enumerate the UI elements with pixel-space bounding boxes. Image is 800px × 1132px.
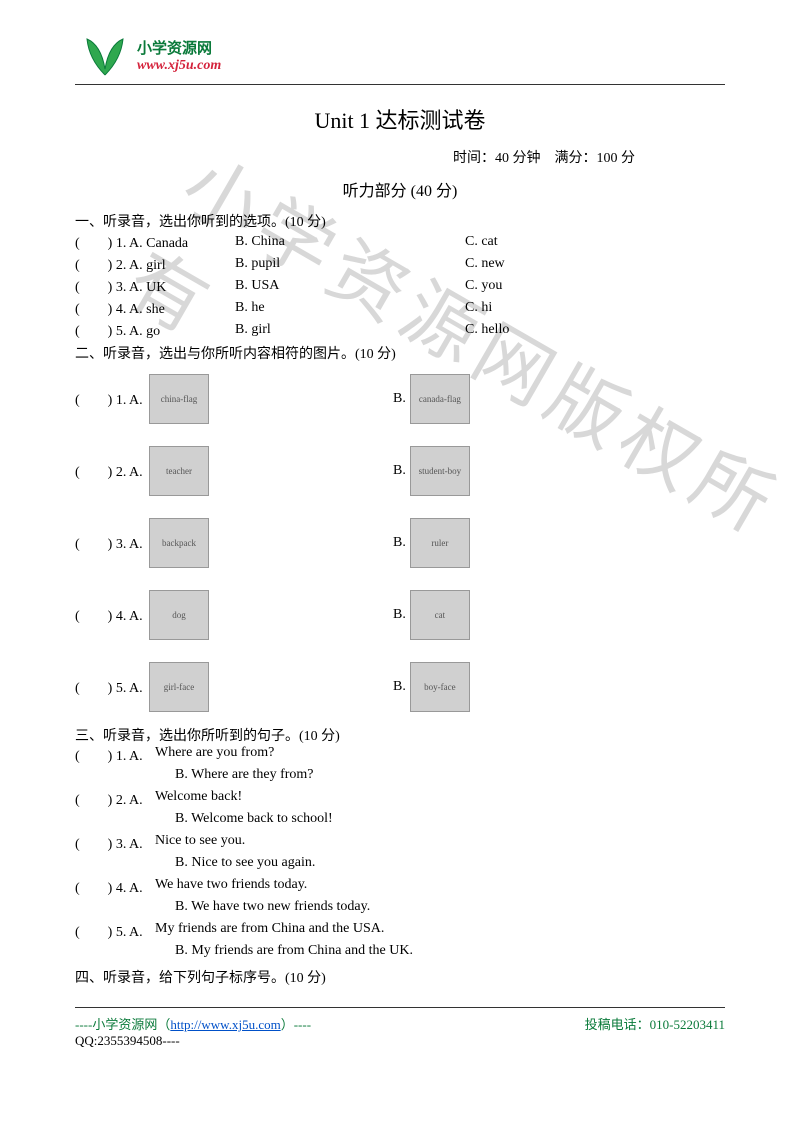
option-a: ( ) 1. A. Canada: [75, 232, 235, 252]
backpack-icon: backpack: [149, 518, 209, 568]
sentence-row-a: ( ) 3. A.Nice to see you.: [75, 833, 725, 855]
sentence-row-b: B. We have two new friends today.: [75, 899, 725, 921]
section-3-list: ( ) 1. A.Where are you from?B. Where are…: [75, 745, 725, 965]
question-row: ( ) 5. A. goB. girlC. hello: [75, 319, 725, 341]
footer-prefix: ----小学资源网（: [75, 1017, 170, 1032]
option-b: B. girl: [235, 322, 465, 338]
section-2-list: ( ) 1. A.china-flagB.canada-flag( ) 2. A…: [75, 363, 725, 723]
sentence-num: ( ) 2. A.: [75, 789, 155, 811]
label-a: ( ) 5. A.: [75, 677, 145, 697]
sentence-row-b: B. Nice to see you again.: [75, 855, 725, 877]
page-footer: ----小学资源网（http://www.xj5u.com）---- 投稿电话：…: [75, 1007, 725, 1033]
question-row: ( ) 2. A. girlB. pupilC. new: [75, 253, 725, 275]
cat-icon: cat: [410, 590, 470, 640]
girl-face-icon: girl-face: [149, 662, 209, 712]
question-row: ( ) 4. A. sheB. heC. hi: [75, 297, 725, 319]
option-b: B. pupil: [235, 256, 465, 272]
page-title: Unit 1 达标测试卷: [75, 103, 725, 135]
dog-icon: dog: [149, 590, 209, 640]
option-b: B. USA: [235, 278, 465, 294]
sentence-row-a: ( ) 4. A.We have two friends today.: [75, 877, 725, 899]
leaf-logo-icon: [75, 30, 135, 80]
boy-face-icon: boy-face: [410, 662, 470, 712]
option-a: ( ) 3. A. UK: [75, 276, 235, 296]
canada-flag-icon: canada-flag: [410, 374, 470, 424]
question-row: ( ) 1. A. CanadaB. ChinaC. cat: [75, 231, 725, 253]
sentence-a: Welcome back!: [155, 789, 242, 811]
option-b: B. he: [235, 300, 465, 316]
ruler-icon: ruler: [410, 518, 470, 568]
sentence-a: Where are you from?: [155, 745, 274, 767]
label-b: B.: [393, 391, 406, 407]
label-a: ( ) 1. A.: [75, 389, 145, 409]
sentence-row-b: B. Where are they from?: [75, 767, 725, 789]
footer-phone: 投稿电话：010-52203411: [585, 1014, 725, 1033]
image-question-row: ( ) 5. A.girl-face B.boy-face: [75, 651, 725, 723]
image-question-row: ( ) 4. A.dog B.cat: [75, 579, 725, 651]
section-2-title: 二、听录音，选出与你所听内容相符的图片。(10 分): [75, 343, 725, 363]
label-a: ( ) 4. A.: [75, 605, 145, 625]
sentence-a: Nice to see you.: [155, 833, 245, 855]
sentence-num: ( ) 4. A.: [75, 877, 155, 899]
option-c: C. cat: [465, 234, 498, 250]
section-1-list: ( ) 1. A. CanadaB. ChinaC. cat( ) 2. A. …: [75, 231, 725, 341]
image-question-row: ( ) 3. A.backpack B.ruler: [75, 507, 725, 579]
option-a: ( ) 4. A. she: [75, 298, 235, 318]
footer-link[interactable]: http://www.xj5u.com: [170, 1017, 280, 1032]
header-url: www.xj5u.com: [137, 58, 221, 74]
label-b: B.: [393, 679, 406, 695]
sentence-row-b: B. My friends are from China and the UK.: [75, 943, 725, 965]
student-boy-icon: student-boy: [410, 446, 470, 496]
sentence-a: We have two friends today.: [155, 877, 307, 899]
option-c: C. hello: [465, 322, 509, 338]
image-question-row: ( ) 2. A.teacher B.student-boy: [75, 435, 725, 507]
option-c: C. hi: [465, 300, 492, 316]
option-a: ( ) 2. A. girl: [75, 254, 235, 274]
sentence-num: ( ) 3. A.: [75, 833, 155, 855]
section-4-title: 四、听录音，给下列句子标序号。(10 分): [75, 967, 725, 987]
listening-heading: 听力部分 (40 分): [75, 177, 725, 201]
section-3-title: 三、听录音，选出你所听到的句子。(10 分): [75, 725, 725, 745]
page-header: 小学资源网 www.xj5u.com: [75, 30, 725, 85]
option-b: B. China: [235, 234, 465, 250]
sentence-row-a: ( ) 1. A.Where are you from?: [75, 745, 725, 767]
footer-left: ----小学资源网（http://www.xj5u.com）----: [75, 1014, 311, 1033]
exam-meta: 时间：40 分钟 满分：100 分: [75, 147, 725, 167]
image-question-row: ( ) 1. A.china-flag B.canada-flag: [75, 363, 725, 435]
sentence-num: ( ) 1. A.: [75, 745, 155, 767]
sentence-row-b: B. Welcome back to school!: [75, 811, 725, 833]
china-flag-icon: china-flag: [149, 374, 209, 424]
footer-suffix: ）----: [281, 1017, 311, 1032]
label-a: ( ) 3. A.: [75, 533, 145, 553]
label-b: B.: [393, 463, 406, 479]
label-a: ( ) 2. A.: [75, 461, 145, 481]
sentence-row-a: ( ) 2. A.Welcome back!: [75, 789, 725, 811]
option-a: ( ) 5. A. go: [75, 320, 235, 340]
section-1-title: 一、听录音，选出你听到的选项。(10 分): [75, 211, 725, 231]
option-c: C. you: [465, 278, 502, 294]
sentence-num: ( ) 5. A.: [75, 921, 155, 943]
footer-qq: QQ:2355394508----: [75, 1033, 725, 1049]
sentence-a: My friends are from China and the USA.: [155, 921, 384, 943]
question-row: ( ) 3. A. UKB. USAC. you: [75, 275, 725, 297]
header-title-cn: 小学资源网: [137, 37, 221, 58]
option-c: C. new: [465, 256, 505, 272]
teacher-icon: teacher: [149, 446, 209, 496]
label-b: B.: [393, 535, 406, 551]
label-b: B.: [393, 607, 406, 623]
sentence-row-a: ( ) 5. A.My friends are from China and t…: [75, 921, 725, 943]
